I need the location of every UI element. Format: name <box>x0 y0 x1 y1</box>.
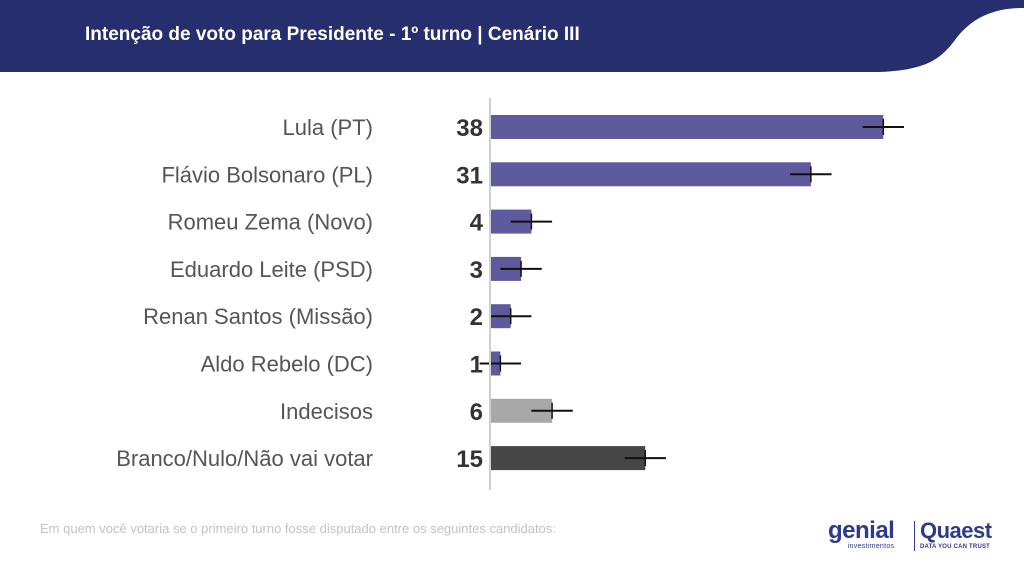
header-background <box>0 0 1024 72</box>
header-banner <box>0 0 1024 72</box>
value-label: 38 <box>456 115 483 142</box>
value-label: 2 <box>470 304 483 331</box>
quaest-logo-sub: DATA YOU CAN TRUST <box>920 544 991 550</box>
bar <box>490 446 646 471</box>
quaest-logo-word: Quaest <box>920 518 992 543</box>
bar <box>490 162 811 187</box>
quaest-logo: Quaest DATA YOU CAN TRUST <box>920 519 992 551</box>
category-label: Flávio Bolsonaro (PL) <box>161 162 373 187</box>
footnote: Em quem você votaria se o primeiro turno… <box>40 521 556 536</box>
genial-logo-word: genial <box>828 517 895 544</box>
category-label: Indecisos <box>280 399 373 424</box>
value-label: 31 <box>456 162 483 189</box>
category-label: Romeu Zema (Novo) <box>168 210 373 235</box>
category-label: Aldo Rebelo (DC) <box>201 352 373 377</box>
category-label: Lula (PT) <box>283 115 373 140</box>
value-label: 3 <box>470 257 483 284</box>
value-label: 4 <box>470 210 484 237</box>
value-label: 15 <box>456 446 483 473</box>
value-label: 1 <box>470 352 483 379</box>
category-label: Renan Santos (Missão) <box>143 304 373 329</box>
page-title: Intenção de voto para Presidente - 1º tu… <box>85 24 580 45</box>
category-label: Eduardo Leite (PSD) <box>170 257 373 282</box>
genial-logo: genial investimentos <box>828 517 895 551</box>
value-label: 6 <box>470 399 483 426</box>
logos: genial investimentos Quaest DATA YOU CAN… <box>828 519 1008 553</box>
genial-logo-sub: investimentos <box>847 543 895 550</box>
category-label: Branco/Nulo/Não vai votar <box>116 446 373 471</box>
bar <box>490 115 884 139</box>
logo-separator <box>914 521 915 551</box>
